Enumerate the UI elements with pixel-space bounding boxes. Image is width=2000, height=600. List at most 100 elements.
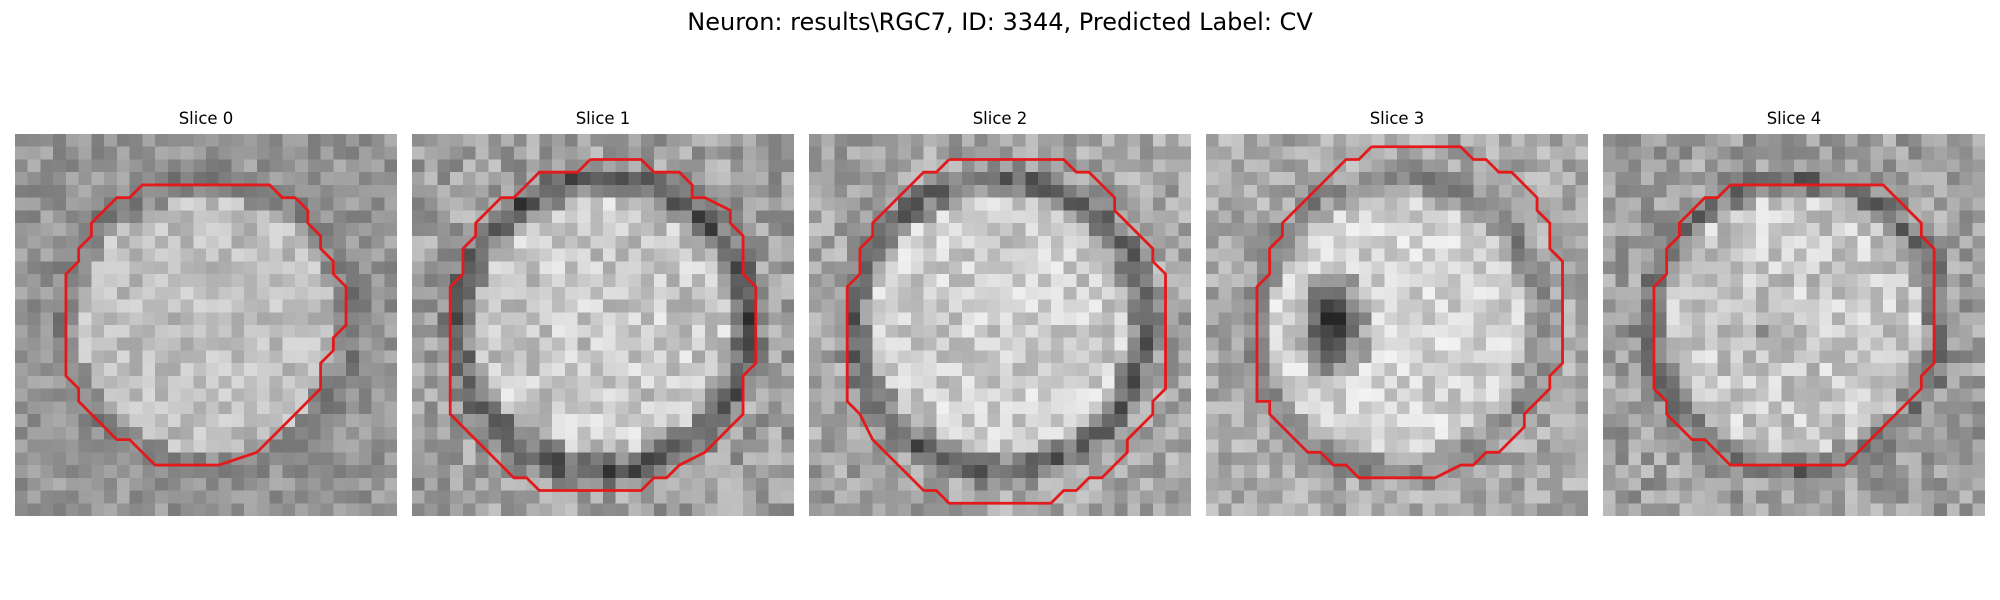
pixel [1524,426,1538,440]
pixel [91,490,105,504]
pixel [513,274,527,288]
pixel [1781,426,1795,440]
pixel [1140,490,1154,504]
pixel [65,172,79,186]
pixel [1460,363,1474,377]
pixel [1972,299,1985,313]
pixel [1895,172,1909,186]
pixel [1908,375,1922,389]
pixel [1549,172,1563,186]
pixel [768,146,782,160]
pixel [641,465,655,479]
pixel [859,223,873,237]
pixel [1806,312,1820,326]
pixel [1562,452,1576,466]
pixel [1114,426,1128,440]
pixel [1883,490,1897,504]
pixel [1178,248,1191,262]
pixel [1883,210,1897,224]
pixel [653,286,667,300]
pixel [1295,414,1309,428]
pixel [1679,223,1693,237]
pixel [307,146,321,160]
pixel [974,134,988,147]
pixel [949,325,963,338]
pixel [1333,223,1347,237]
pixel [462,248,476,262]
pixel [1781,350,1795,364]
pixel [847,184,861,198]
pixel [1063,375,1077,389]
pixel [1346,503,1360,516]
pixel [653,210,667,224]
pixel [1679,286,1693,300]
pixel [1473,490,1487,504]
pixel [1781,248,1795,262]
pixel [282,477,296,491]
pixel [821,146,835,160]
pixel [1653,172,1667,186]
pixel [1755,439,1769,453]
pixel [1000,337,1013,351]
pixel [1114,465,1128,479]
pixel [717,248,731,262]
pixel [1012,172,1026,186]
pixel [1819,210,1833,224]
pixel [501,312,515,326]
pixel [27,490,41,504]
pixel [1114,337,1128,351]
pixel [526,337,540,351]
pixel [704,426,718,440]
pixel [142,146,156,160]
pixel [231,210,245,224]
pixel [1012,146,1026,160]
pixel [412,477,425,491]
pixel [755,134,769,147]
pixel [1959,426,1973,440]
pixel [679,337,693,351]
pixel [1256,414,1270,428]
pixel [1206,312,1219,326]
pixel [1641,477,1655,491]
pixel [1832,414,1846,428]
pixel [1422,375,1436,389]
pixel [1883,452,1897,466]
pixel [358,388,372,402]
pixel [244,134,258,147]
pixel [53,146,67,160]
pixel [628,248,642,262]
pixel [1346,401,1360,415]
pixel [1397,248,1410,262]
pixel [1743,426,1757,440]
pixel [653,426,667,440]
pixel [615,325,629,338]
pixel [1025,223,1039,237]
pixel [730,401,744,415]
pixel [167,452,181,466]
pixel [961,210,975,224]
pixel [1384,248,1398,262]
pixel [1038,235,1052,249]
pixel [218,172,232,186]
pixel [821,337,835,351]
pixel [1870,261,1884,275]
pixel [1076,503,1090,516]
pixel [1447,184,1461,198]
pixel [910,210,924,224]
pixel [1844,465,1858,479]
pixel [1076,274,1090,288]
pixel [231,248,245,262]
pixel [653,401,667,415]
pixel [1562,299,1576,313]
pixel [961,452,975,466]
pixel [1206,414,1219,428]
pixel [1870,146,1884,160]
pixel [1460,248,1474,262]
pixel [1524,439,1538,453]
pixel [539,388,553,402]
pixel [15,477,28,491]
pixel [1063,337,1077,351]
pixel [1972,248,1985,262]
pixel [1447,337,1461,351]
pixel [1511,223,1525,237]
